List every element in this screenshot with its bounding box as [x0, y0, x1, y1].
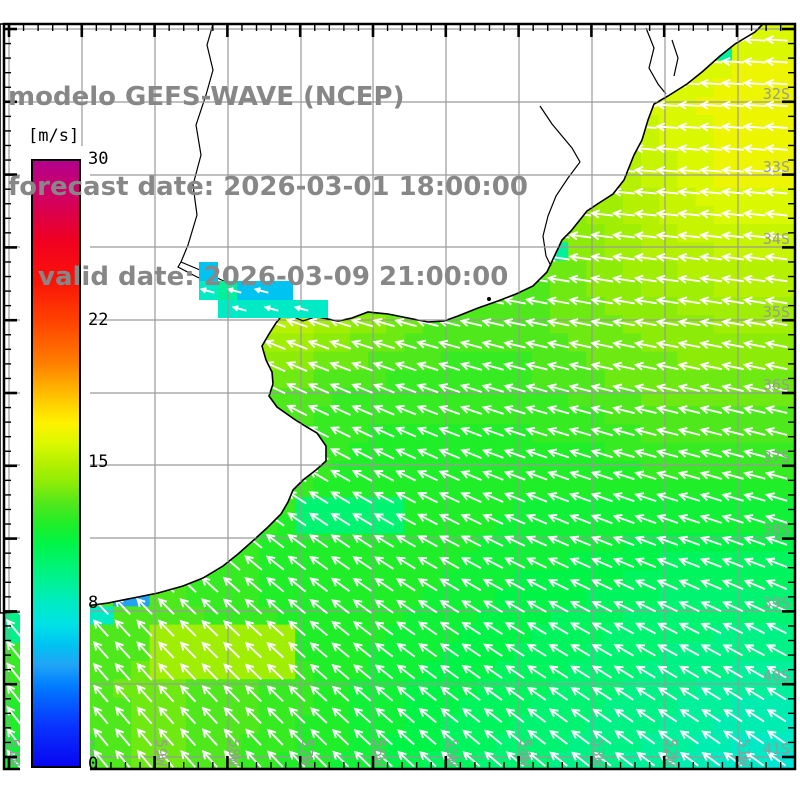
lat-label: 39S	[763, 594, 790, 612]
model-title: modelo GEFS-WAVE (NCEP)	[8, 82, 405, 112]
lat-label: 34S	[763, 230, 790, 248]
title-block: modelo GEFS-WAVE (NCEP) forecast date: 2…	[8, 22, 528, 352]
lat-label: 37S	[763, 448, 790, 466]
colorbar-tick-label: 30	[88, 149, 109, 169]
lat-label: 35S	[763, 303, 790, 321]
lat-label: 33S	[763, 158, 790, 176]
colorbar-tick-label: 15	[88, 451, 109, 472]
lat-label: 36S	[763, 376, 790, 394]
lat-label: 32S	[763, 85, 790, 103]
lon-label: 54W	[516, 739, 534, 767]
lon-label: 59W	[152, 739, 170, 767]
lon-label: 56W	[370, 739, 388, 767]
lon-label: 57W	[298, 739, 316, 767]
colorbar-tick-label: 22	[88, 310, 109, 331]
lagoon-water-cells	[199, 262, 328, 318]
lon-label: 58W	[225, 739, 243, 767]
colorbar-panel: [m/s] 30 22 15 8 0	[20, 126, 108, 780]
colorbar-unit-label: [m/s]	[28, 126, 80, 146]
lat-label: 41S	[763, 740, 790, 758]
lon-label: 53W	[589, 739, 607, 767]
forecast-date: forecast date: 2026-03-01 18:00:00	[8, 172, 528, 202]
colorbar-tick-label: 8	[88, 592, 99, 613]
lat-label: 40S	[763, 667, 790, 685]
lon-label: 52W	[662, 739, 680, 767]
lat-label: 38S	[763, 521, 790, 539]
lon-label: 61W	[6, 739, 24, 767]
lon-label: 51W	[735, 739, 753, 767]
colorbar-tick-label: 0	[88, 754, 99, 774]
lon-label: 55W	[443, 739, 461, 767]
colorbar-gradient	[31, 159, 81, 768]
valid-date: valid date: 2026-03-09 21:00:00	[38, 262, 509, 292]
lat-lon-labels: 32S33S34S35S36S37S38S39S40S41S61W60W59W5…	[6, 85, 790, 767]
